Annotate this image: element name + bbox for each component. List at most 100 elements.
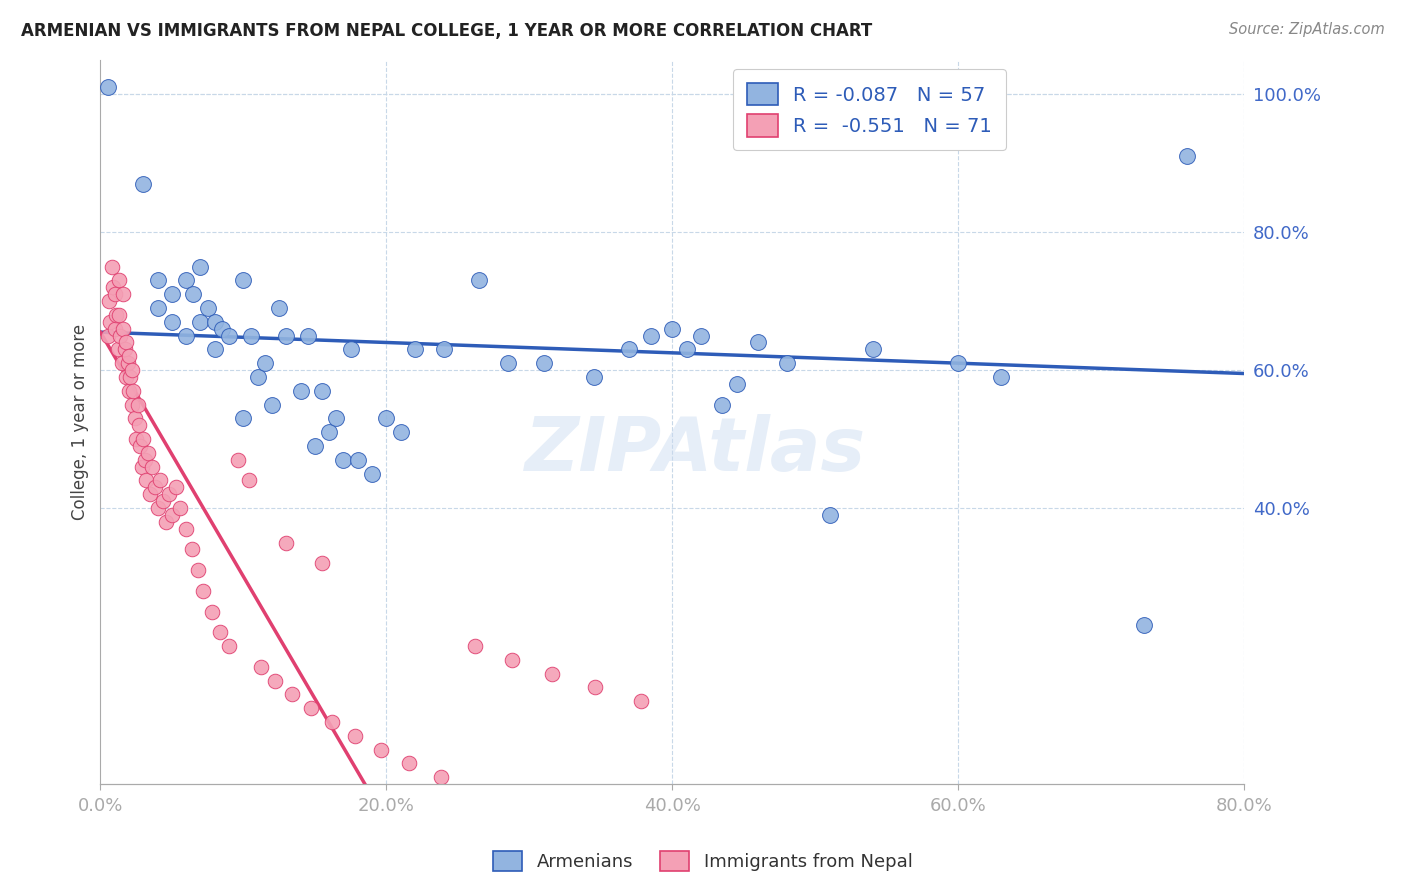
Point bbox=[209, 625, 232, 640]
Point bbox=[114, 343, 136, 357]
Point bbox=[204, 315, 226, 329]
Point bbox=[149, 474, 172, 488]
Legend: R = -0.087   N = 57, R =  -0.551   N = 71: R = -0.087 N = 57, R = -0.551 N = 71 bbox=[733, 70, 1005, 150]
Point bbox=[862, 343, 884, 357]
Point bbox=[246, 370, 269, 384]
Point bbox=[112, 321, 135, 335]
Point bbox=[103, 280, 125, 294]
Point bbox=[120, 370, 142, 384]
Point bbox=[180, 542, 202, 557]
Point bbox=[190, 260, 212, 274]
Point bbox=[619, 343, 641, 357]
Point bbox=[127, 398, 149, 412]
Point bbox=[108, 308, 131, 322]
Point bbox=[501, 653, 523, 667]
Point bbox=[96, 328, 118, 343]
Point bbox=[990, 370, 1012, 384]
Point bbox=[711, 398, 734, 412]
Point bbox=[346, 452, 368, 467]
Point bbox=[187, 563, 209, 577]
Point bbox=[118, 349, 141, 363]
Text: ZIPAtlas: ZIPAtlas bbox=[524, 414, 866, 487]
Point bbox=[389, 425, 412, 440]
Point bbox=[146, 301, 169, 315]
Point bbox=[253, 356, 276, 370]
Point bbox=[143, 480, 166, 494]
Point bbox=[169, 501, 191, 516]
Point bbox=[375, 411, 398, 425]
Point bbox=[174, 522, 197, 536]
Point bbox=[193, 583, 215, 598]
Point bbox=[152, 494, 174, 508]
Point bbox=[269, 301, 291, 315]
Point bbox=[104, 321, 127, 335]
Point bbox=[325, 411, 347, 425]
Point bbox=[1133, 618, 1156, 632]
Point bbox=[281, 687, 304, 701]
Point bbox=[747, 335, 769, 350]
Point bbox=[321, 714, 343, 729]
Point bbox=[429, 770, 451, 784]
Point bbox=[630, 694, 652, 708]
Point bbox=[948, 356, 970, 370]
Point bbox=[432, 343, 454, 357]
Point bbox=[304, 439, 326, 453]
Text: ARMENIAN VS IMMIGRANTS FROM NEPAL COLLEGE, 1 YEAR OR MORE CORRELATION CHART: ARMENIAN VS IMMIGRANTS FROM NEPAL COLLEG… bbox=[21, 22, 872, 40]
Point bbox=[776, 356, 799, 370]
Point bbox=[468, 273, 491, 287]
Point bbox=[725, 376, 748, 391]
Point bbox=[661, 321, 683, 335]
Point bbox=[174, 328, 197, 343]
Point bbox=[146, 273, 169, 287]
Y-axis label: College, 1 year or more: College, 1 year or more bbox=[72, 324, 89, 520]
Point bbox=[115, 335, 138, 350]
Point bbox=[98, 315, 121, 329]
Point bbox=[101, 260, 124, 274]
Point bbox=[124, 411, 146, 425]
Point bbox=[128, 418, 150, 433]
Point bbox=[141, 459, 163, 474]
Point bbox=[105, 308, 128, 322]
Point bbox=[232, 273, 254, 287]
Point bbox=[165, 480, 187, 494]
Point bbox=[232, 411, 254, 425]
Point bbox=[239, 328, 262, 343]
Point bbox=[238, 474, 260, 488]
Point bbox=[276, 535, 298, 549]
Point bbox=[132, 432, 155, 446]
Point bbox=[97, 294, 120, 309]
Point bbox=[1175, 149, 1198, 163]
Point bbox=[541, 666, 564, 681]
Point bbox=[299, 701, 322, 715]
Point bbox=[115, 370, 138, 384]
Point bbox=[582, 370, 605, 384]
Point bbox=[211, 321, 233, 335]
Point bbox=[276, 328, 298, 343]
Point bbox=[190, 315, 212, 329]
Point bbox=[311, 384, 333, 398]
Point bbox=[263, 673, 285, 688]
Point bbox=[118, 384, 141, 398]
Point bbox=[311, 556, 333, 570]
Point bbox=[343, 729, 366, 743]
Point bbox=[139, 487, 162, 501]
Point bbox=[197, 301, 219, 315]
Point bbox=[134, 452, 156, 467]
Point bbox=[218, 639, 240, 653]
Point bbox=[218, 328, 240, 343]
Point bbox=[155, 515, 177, 529]
Point bbox=[111, 356, 134, 370]
Text: Source: ZipAtlas.com: Source: ZipAtlas.com bbox=[1229, 22, 1385, 37]
Point bbox=[125, 432, 148, 446]
Point bbox=[117, 356, 139, 370]
Point bbox=[160, 287, 183, 301]
Point bbox=[204, 343, 226, 357]
Point bbox=[818, 508, 841, 522]
Point bbox=[332, 452, 354, 467]
Point bbox=[297, 328, 319, 343]
Point bbox=[690, 328, 713, 343]
Point bbox=[122, 384, 145, 398]
Point bbox=[361, 467, 384, 481]
Point bbox=[249, 659, 271, 673]
Legend: Armenians, Immigrants from Nepal: Armenians, Immigrants from Nepal bbox=[486, 844, 920, 879]
